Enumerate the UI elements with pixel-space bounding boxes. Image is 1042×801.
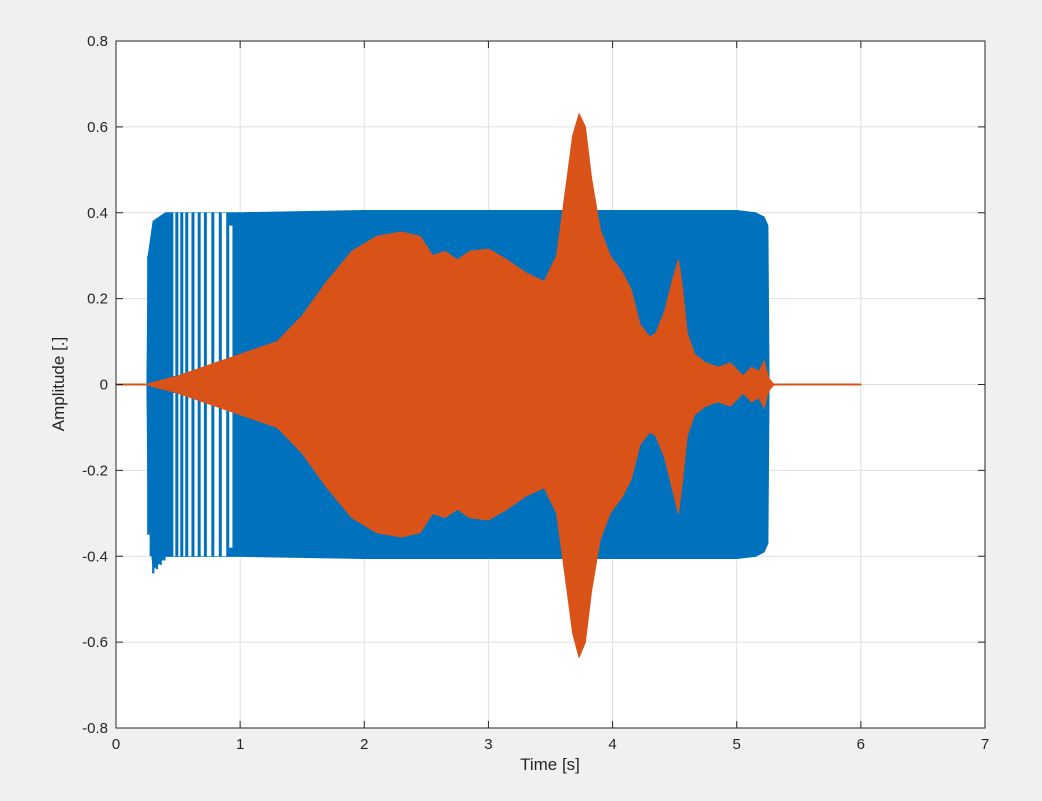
series-1-gap-lower: [178, 393, 181, 557]
x-tick-label: 1: [236, 736, 244, 753]
x-tick-label: 7: [981, 736, 989, 753]
x-tick-label: 6: [857, 736, 865, 753]
y-tick-label: 0.2: [87, 291, 108, 308]
y-axis-label: Amplitude [.]: [49, 337, 68, 432]
series-1-gap-lower: [206, 393, 212, 557]
series-layer: [115, 113, 862, 658]
y-tick-label: -0.2: [82, 462, 108, 479]
y-tick-label: -0.4: [82, 548, 108, 565]
x-tick-label: 2: [360, 736, 368, 753]
series-2: [115, 113, 862, 658]
series-1-gap-lower: [214, 393, 219, 557]
y-tick-label: -0.6: [82, 634, 108, 651]
series-1-gap-lower: [194, 393, 198, 557]
y-tick-label: 0.4: [87, 205, 108, 222]
y-tick-label: 0.6: [87, 119, 108, 136]
series-1-gap-upper: [188, 212, 192, 376]
series-1-gap-upper: [173, 212, 176, 376]
series-1-gap-upper: [221, 212, 227, 376]
x-tick-label: 5: [733, 736, 741, 753]
x-axis-label: Time [s]: [520, 755, 580, 774]
series-1-gap-upper: [178, 212, 181, 376]
y-tick-label: 0.8: [87, 33, 108, 50]
series-1-gap-lower: [188, 393, 192, 557]
series-1-gap-upper: [194, 212, 198, 376]
series-2-envelope: [115, 113, 862, 658]
series-1-gap-upper: [200, 212, 204, 376]
series-1-gap-lower: [221, 393, 227, 557]
tick-labels: 0 1 2 3 4 5 6 7 -0.8 -0.6 -0.4 -0.2 0 0.2 0.4 0.6 0.8: [82, 33, 989, 753]
series-1-gap-upper: [183, 212, 186, 376]
series-1-gap-lower: [200, 393, 204, 557]
y-tick-label: -0.8: [82, 720, 108, 737]
y-tick-label: 0: [100, 377, 108, 394]
x-tick-label: 4: [608, 736, 616, 753]
x-tick-label: 0: [112, 736, 120, 753]
series-1-gap-lower: [229, 393, 233, 548]
ticks: [115, 40, 986, 729]
series-1-gap-lower: [183, 393, 186, 557]
series-1-gap-upper: [214, 212, 219, 376]
series-1-gap-upper: [206, 212, 212, 376]
series-1-gap-lower: [173, 393, 176, 557]
series-1-gap-upper: [229, 225, 233, 376]
x-tick-label: 3: [484, 736, 492, 753]
